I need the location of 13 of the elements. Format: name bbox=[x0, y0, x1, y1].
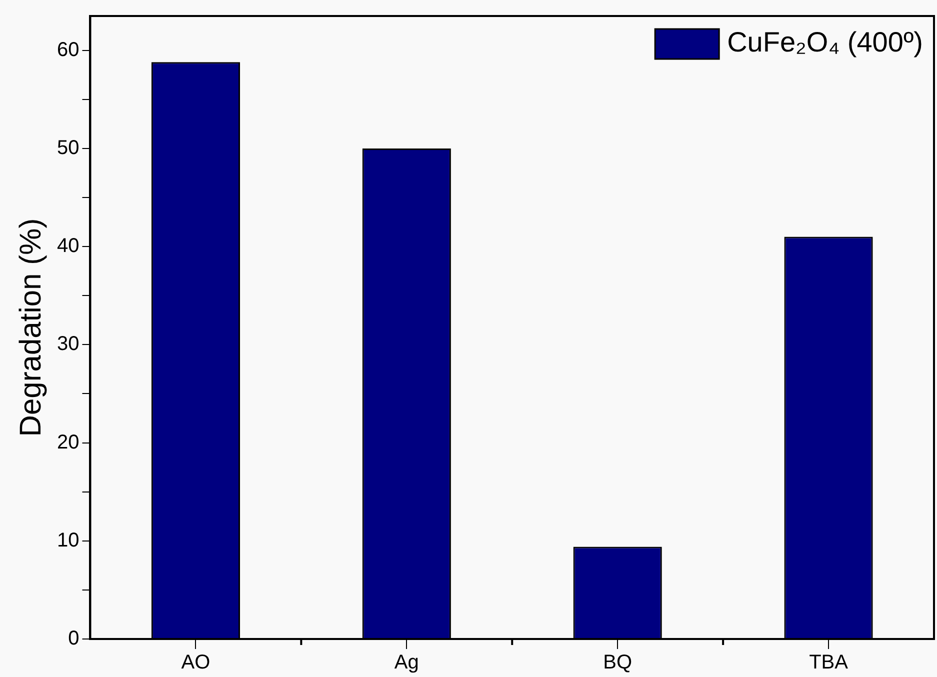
legend-label: CuFe₂O₄ (400º) bbox=[727, 26, 924, 58]
x-tick-label: BQ bbox=[603, 652, 632, 674]
y-axis-title: Degradation (%) bbox=[14, 218, 48, 437]
y-tick-label: 30 bbox=[56, 333, 80, 356]
y-tick-label: 60 bbox=[56, 38, 80, 61]
x-tick-label: AO bbox=[181, 652, 210, 674]
y-tick-label: 10 bbox=[56, 529, 80, 552]
x-tick-label: Ag bbox=[394, 652, 419, 674]
y-tick-label: 0 bbox=[68, 628, 80, 650]
y-tick-label: 50 bbox=[56, 136, 80, 159]
y-tick-label: 20 bbox=[56, 431, 80, 454]
x-tick-label: TBA bbox=[809, 652, 849, 674]
y-tick-label: 40 bbox=[56, 235, 80, 258]
